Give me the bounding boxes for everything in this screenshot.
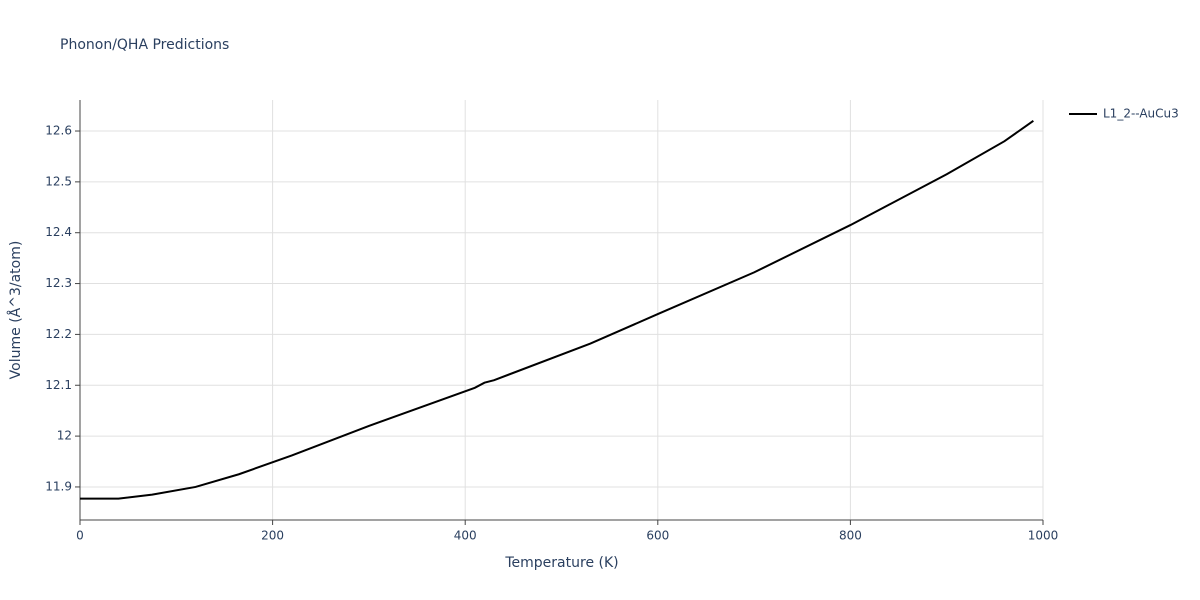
y-tick-label: 12.6 xyxy=(45,124,72,138)
x-tick-label: 800 xyxy=(839,529,862,543)
y-tick-label: 12.4 xyxy=(45,225,72,239)
x-tick-label: 600 xyxy=(646,529,669,543)
chart-title: Phonon/QHA Predictions xyxy=(60,37,229,53)
x-tick-label: 200 xyxy=(261,529,284,543)
line xyxy=(80,120,1034,500)
y-tick-label: 12 xyxy=(57,429,72,443)
y-tick-label: 12.5 xyxy=(45,174,72,188)
x-tick-label: 1000 xyxy=(1028,529,1059,543)
x-axis-title: Temperature (K) xyxy=(504,555,618,571)
legend-label: L1_2--AuCu3 xyxy=(1103,107,1179,121)
y-axis-title: Volume (Å^3/atom) xyxy=(7,241,24,380)
x-tick-label: 400 xyxy=(454,529,477,543)
y-tick-label: 12.2 xyxy=(45,327,72,341)
y-tick-label: 12.3 xyxy=(45,276,72,290)
y-tick-label: 11.9 xyxy=(45,479,72,493)
y-tick-label: 12.1 xyxy=(45,378,72,392)
x-tick-label: 0 xyxy=(76,529,84,543)
